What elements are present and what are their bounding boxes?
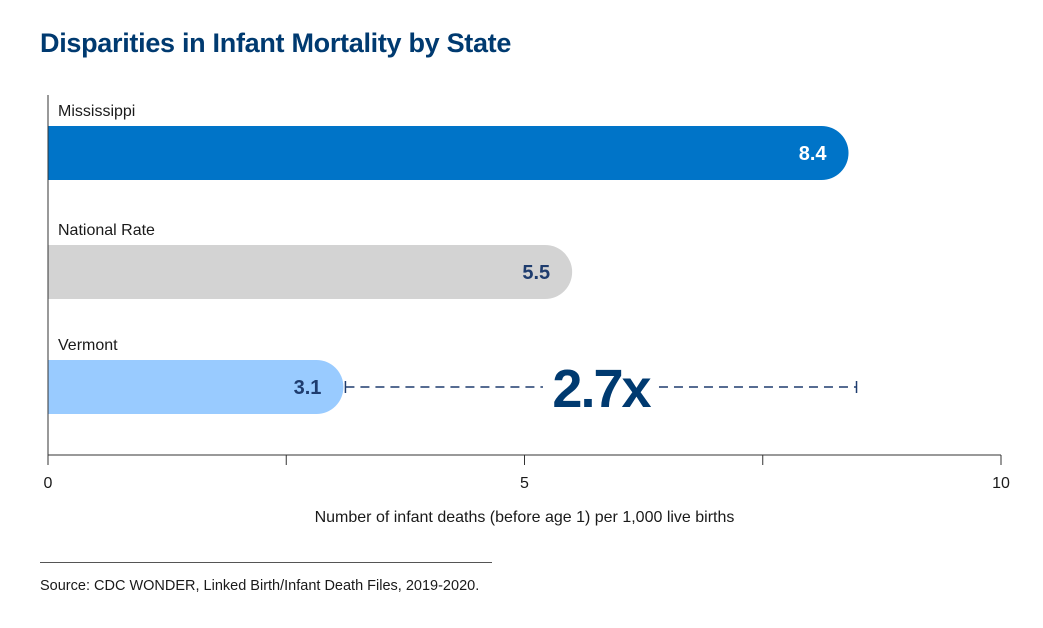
x-tick-label-0: 0 — [44, 475, 53, 492]
x-tick-label-2: 5 — [520, 475, 529, 492]
value-label-vermont: 3.1 — [294, 377, 322, 399]
value-label-national-rate: 5.5 — [522, 262, 550, 284]
bar-chart: Mississippi 8.4 National Rate 5.5 Vermont 3.1… — [44, 95, 1010, 526]
source-note: Source: CDC WONDER, Linked Birth/Infant … — [40, 578, 480, 594]
category-label-mississippi: Mississippi — [58, 103, 135, 120]
x-tick-label-4: 10 — [992, 475, 1010, 492]
annotation-multiplier: 2.7x — [552, 359, 651, 419]
bar-vermont — [48, 360, 344, 414]
bar-national-rate — [48, 245, 573, 299]
category-label-national-rate: National Rate — [58, 222, 155, 239]
bar-mississippi — [48, 126, 849, 180]
x-axis-label: Number of infant deaths (before age 1) p… — [315, 509, 735, 526]
chart-title: Disparities in Infant Mortality by State — [40, 28, 512, 58]
category-label-vermont: Vermont — [58, 337, 118, 354]
source-divider — [40, 562, 492, 563]
value-label-mississippi: 8.4 — [799, 143, 828, 165]
